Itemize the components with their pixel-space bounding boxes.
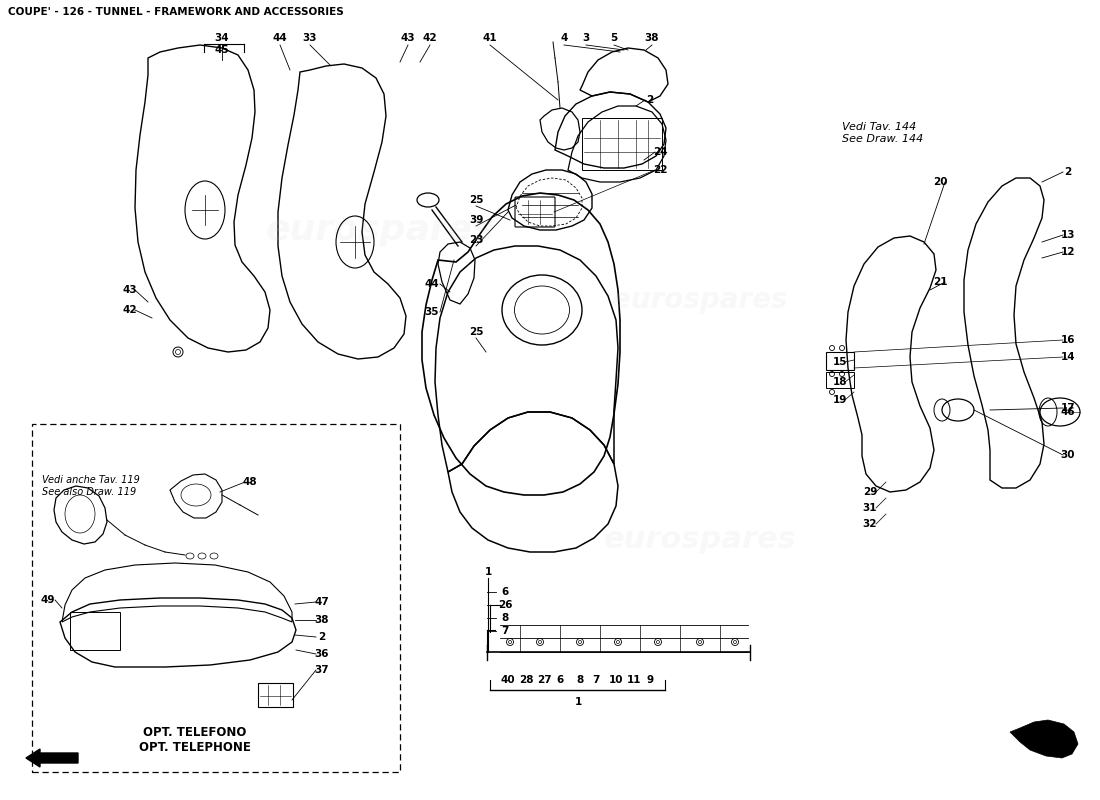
Text: 42: 42 <box>422 33 438 43</box>
Text: 44: 44 <box>273 33 287 43</box>
Bar <box>582 118 662 170</box>
Text: 20: 20 <box>933 177 947 187</box>
Polygon shape <box>1010 720 1078 758</box>
Text: 22: 22 <box>652 165 668 175</box>
Text: 15: 15 <box>833 357 847 367</box>
Text: 2: 2 <box>1065 167 1071 177</box>
Text: 46: 46 <box>1060 407 1076 417</box>
Text: 25: 25 <box>469 327 483 337</box>
Text: 4: 4 <box>560 33 568 43</box>
Text: 2: 2 <box>647 95 653 105</box>
Text: 25: 25 <box>469 195 483 205</box>
Text: 45: 45 <box>214 45 229 55</box>
Text: 2: 2 <box>318 632 326 642</box>
Text: 32: 32 <box>862 519 878 529</box>
Text: 29: 29 <box>862 487 877 497</box>
Bar <box>826 372 854 388</box>
Text: eurospares: eurospares <box>266 213 494 247</box>
Text: 43: 43 <box>400 33 416 43</box>
Text: OPT. TELEFONO
OPT. TELEPHONE: OPT. TELEFONO OPT. TELEPHONE <box>139 726 251 754</box>
Text: 28: 28 <box>519 675 534 685</box>
Text: 47: 47 <box>315 597 329 607</box>
Text: 21: 21 <box>933 277 947 287</box>
Text: 10: 10 <box>608 675 624 685</box>
Bar <box>826 352 854 370</box>
Text: 23: 23 <box>469 235 483 245</box>
FancyArrow shape <box>26 749 78 767</box>
Text: 9: 9 <box>647 675 653 685</box>
Text: 7: 7 <box>502 626 508 636</box>
Text: 43: 43 <box>123 285 138 295</box>
Text: 13: 13 <box>1060 230 1076 240</box>
Text: Vedi Tav. 144
See Draw. 144: Vedi Tav. 144 See Draw. 144 <box>842 122 923 144</box>
Text: Vedi anche Tav. 119
See also Draw. 119: Vedi anche Tav. 119 See also Draw. 119 <box>42 475 140 497</box>
Text: 19: 19 <box>833 395 847 405</box>
Text: 36: 36 <box>315 649 329 659</box>
Text: eurospares: eurospares <box>604 526 796 554</box>
Text: 27: 27 <box>537 675 551 685</box>
Text: eurospares: eurospares <box>613 286 788 314</box>
Text: 41: 41 <box>483 33 497 43</box>
Bar <box>70 612 120 650</box>
Bar <box>32 424 400 772</box>
Text: 12: 12 <box>1060 247 1076 257</box>
Text: 33: 33 <box>302 33 317 43</box>
Text: 1: 1 <box>484 567 492 577</box>
Text: 37: 37 <box>315 665 329 675</box>
Text: 35: 35 <box>425 307 439 317</box>
Text: 14: 14 <box>1060 352 1076 362</box>
Text: 49: 49 <box>41 595 55 605</box>
Text: 6: 6 <box>502 587 508 597</box>
Text: 38: 38 <box>315 615 329 625</box>
Text: 18: 18 <box>833 377 847 387</box>
Text: 31: 31 <box>862 503 878 513</box>
Text: 39: 39 <box>469 215 483 225</box>
Text: 1: 1 <box>574 697 582 707</box>
Text: 6: 6 <box>557 675 563 685</box>
Text: 8: 8 <box>576 675 584 685</box>
Text: 5: 5 <box>610 33 617 43</box>
Text: 44: 44 <box>425 279 439 289</box>
Text: 34: 34 <box>214 33 229 43</box>
Text: 3: 3 <box>582 33 590 43</box>
Text: 17: 17 <box>1060 403 1076 413</box>
Text: 16: 16 <box>1060 335 1076 345</box>
Text: 48: 48 <box>243 477 257 487</box>
Bar <box>258 683 293 707</box>
Text: 11: 11 <box>627 675 641 685</box>
Text: 7: 7 <box>592 675 600 685</box>
Text: 24: 24 <box>652 147 668 157</box>
Text: 30: 30 <box>1060 450 1076 460</box>
Text: 42: 42 <box>123 305 138 315</box>
Text: 40: 40 <box>500 675 515 685</box>
Text: 26: 26 <box>497 600 513 610</box>
Text: COUPE' - 126 - TUNNEL - FRAMEWORK AND ACCESSORIES: COUPE' - 126 - TUNNEL - FRAMEWORK AND AC… <box>8 7 343 17</box>
Text: 8: 8 <box>502 613 508 623</box>
Text: 38: 38 <box>645 33 659 43</box>
